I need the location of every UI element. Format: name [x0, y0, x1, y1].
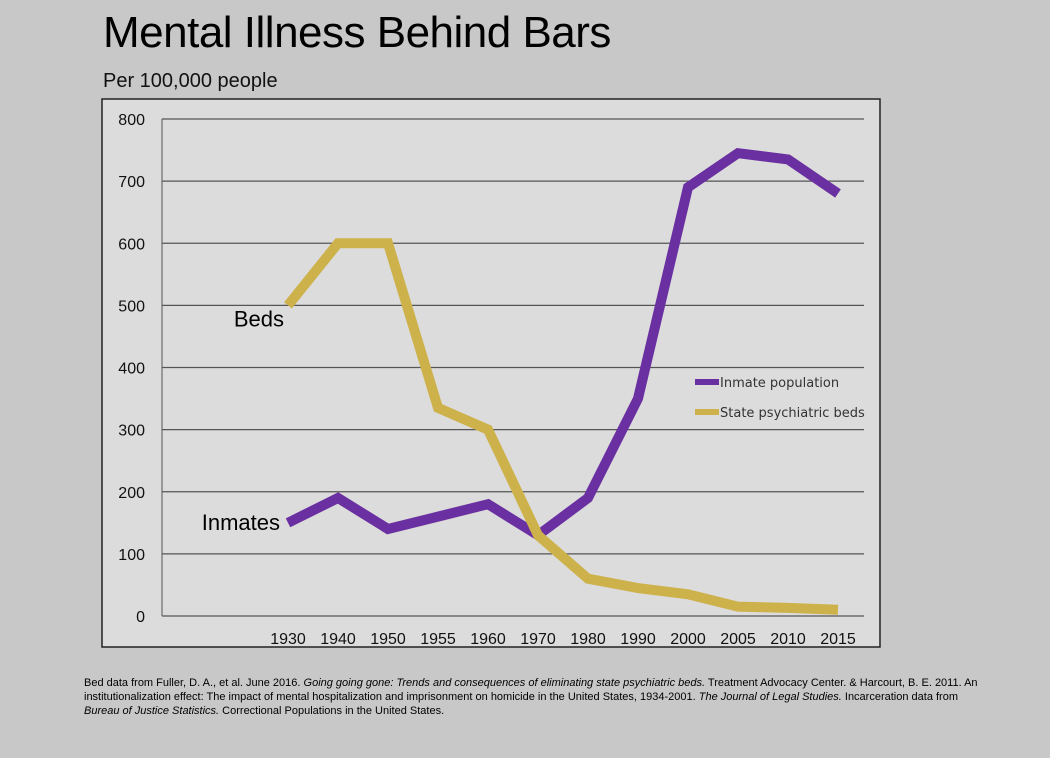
y-tick-label: 0 [136, 609, 145, 626]
y-tick-label: 700 [118, 174, 145, 191]
legend-label: Inmate population [720, 376, 839, 391]
series-lines [284, 147, 841, 615]
y-tick-label: 600 [118, 236, 145, 253]
series-annotations: Beds Inmates [202, 306, 284, 534]
citation-text: Correctional Populations in the United S… [219, 705, 445, 717]
x-tick-label: 2010 [770, 631, 806, 648]
y-tick-label: 200 [118, 485, 145, 502]
x-tick-label: 2000 [670, 631, 706, 648]
x-tick-label: 1980 [570, 631, 606, 648]
x-tick-label: 2005 [720, 631, 756, 648]
source-citation: Bed data from Fuller, D. A., et al. June… [84, 676, 984, 718]
inmate-population-line [285, 147, 841, 542]
y-tick-label: 300 [118, 423, 145, 440]
chart-subtitle: Per 100,000 people [103, 70, 278, 92]
x-tick-label: 1970 [520, 631, 556, 648]
citation-italic: The Journal of Legal Studies. [698, 691, 842, 703]
inmates-annotation: Inmates [202, 510, 280, 535]
citation-italic: Bureau of Justice Statistics. [84, 705, 220, 717]
citation-text: Incarceration data from [841, 691, 958, 703]
gridlines [161, 118, 864, 617]
citation-text: Bed data from Fuller, D. A., et al. June… [84, 677, 304, 689]
y-tick-label: 400 [118, 361, 145, 378]
y-tick-label: 500 [118, 298, 145, 315]
x-tick-label: 1950 [370, 631, 406, 648]
x-tick-label: 2015 [820, 631, 856, 648]
chart-legend: Inmate population State psychiatric beds [695, 376, 865, 421]
y-tick-label: 100 [118, 547, 145, 564]
x-tick-label: 1940 [320, 631, 356, 648]
y-tick-label: 800 [118, 112, 145, 129]
y-axis-ticks: 0 100 200 300 400 500 600 700 800 [118, 112, 145, 626]
chart-title: Mental Illness Behind Bars [103, 8, 611, 57]
citation-text: Treatment Advocacy Center. & Harcourt, B… [84, 677, 978, 703]
x-axis-ticks: 1930 1940 1950 1955 1960 1970 1980 1990 2000 2005… [270, 631, 856, 648]
x-tick-label: 1955 [420, 631, 456, 648]
citation-italic: Going going gone: Trends and consequence… [303, 677, 706, 689]
x-tick-label: 1930 [270, 631, 306, 648]
legend-label: State psychiatric beds [720, 406, 865, 421]
x-tick-label: 1990 [620, 631, 656, 648]
x-tick-label: 1960 [470, 631, 506, 648]
state-psychiatric-beds-line [284, 238, 839, 615]
beds-annotation: Beds [234, 306, 284, 331]
